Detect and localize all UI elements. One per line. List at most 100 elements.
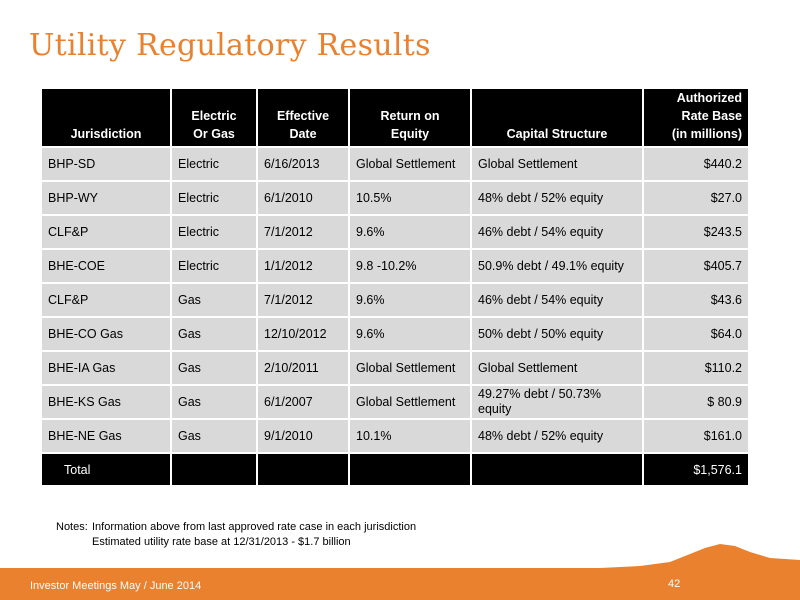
cell-electric-or-gas: Gas bbox=[172, 352, 256, 384]
cell-capital-structure: Global Settlement bbox=[472, 148, 642, 180]
header-rate-base: Authorized Rate Base (in millions) bbox=[644, 89, 748, 146]
cell-capital-structure: 46% debt / 54% equity bbox=[472, 284, 642, 316]
cell-jurisdiction: BHP-WY bbox=[42, 182, 170, 214]
cell-capital-structure: 50.9% debt / 49.1% equity bbox=[472, 250, 642, 282]
notes: Notes: Information above from last approv… bbox=[56, 520, 416, 550]
header-return-on-equity: Return on Equity bbox=[350, 89, 470, 146]
footer-bar bbox=[0, 568, 800, 600]
table-row: BHE-NE Gas Gas 9/1/2010 10.1% 48% debt / 52%… bbox=[42, 420, 748, 452]
header-capital-text: Capital Structure bbox=[506, 127, 608, 141]
cell-jurisdiction: BHE-KS Gas bbox=[42, 386, 170, 418]
cell-rate-base: $243.5 bbox=[644, 216, 748, 248]
notes-text-2: Estimated utility rate base at 12/31/201… bbox=[92, 536, 351, 548]
total-rate-base: $1,576.1 bbox=[644, 454, 748, 485]
header-type-line-1: Electric bbox=[191, 109, 237, 123]
cell-effective-date: 6/1/2010 bbox=[258, 182, 348, 214]
table-row: BHE-IA Gas Gas 2/10/2011 Global Settlement G… bbox=[42, 352, 748, 384]
header-capital-structure: Capital Structure bbox=[472, 89, 642, 146]
footer-text: Investor Meetings May / June 2014 bbox=[30, 580, 202, 592]
cell-electric-or-gas: Gas bbox=[172, 284, 256, 316]
cell-rate-base: $161.0 bbox=[644, 420, 748, 452]
header-type-line-2: Or Gas bbox=[193, 127, 235, 141]
cell-rate-base: $440.2 bbox=[644, 148, 748, 180]
cell-jurisdiction: BHE-CO Gas bbox=[42, 318, 170, 350]
cell-return-on-equity: 9.8 -10.2% bbox=[350, 250, 470, 282]
cell-electric-or-gas: Electric bbox=[172, 216, 256, 248]
cell-jurisdiction: BHE-IA Gas bbox=[42, 352, 170, 384]
cell-return-on-equity: Global Settlement bbox=[350, 148, 470, 180]
table-row: BHE-CO Gas Gas 12/10/2012 9.6% 50% debt / 50… bbox=[42, 318, 748, 350]
cell-rate-base: $27.0 bbox=[644, 182, 748, 214]
cell-return-on-equity: Global Settlement bbox=[350, 386, 470, 418]
table-row: CLF&P Electric 7/1/2012 9.6% 46% debt / 54% … bbox=[42, 216, 748, 248]
cell-return-on-equity: 9.6% bbox=[350, 318, 470, 350]
notes-label: Notes: bbox=[56, 521, 88, 533]
header-jurisdiction: Jurisdiction bbox=[42, 89, 170, 146]
cell-electric-or-gas: Electric bbox=[172, 182, 256, 214]
cell-jurisdiction: CLF&P bbox=[42, 216, 170, 248]
table-row: BHE-COE Electric 1/1/2012 9.8 -10.2% 50.9% d… bbox=[42, 250, 748, 282]
cell-effective-date: 6/1/2007 bbox=[258, 386, 348, 418]
cell-jurisdiction: BHE-NE Gas bbox=[42, 420, 170, 452]
total-empty-cell bbox=[258, 454, 348, 485]
total-empty-cell bbox=[172, 454, 256, 485]
cell-effective-date: 1/1/2012 bbox=[258, 250, 348, 282]
cell-effective-date: 12/10/2012 bbox=[258, 318, 348, 350]
cell-electric-or-gas: Gas bbox=[172, 386, 256, 418]
header-rate-base-line-2: Rate Base bbox=[681, 109, 742, 123]
header-electric-or-gas: Electric Or Gas bbox=[172, 89, 256, 146]
header-date-line-1: Effective bbox=[276, 109, 330, 123]
cell-jurisdiction: CLF&P bbox=[42, 284, 170, 316]
cell-electric-or-gas: Electric bbox=[172, 148, 256, 180]
cell-rate-base: $110.2 bbox=[644, 352, 748, 384]
cell-return-on-equity: 9.6% bbox=[350, 216, 470, 248]
notes-line-2: Estimated utility rate base at 12/31/201… bbox=[56, 535, 416, 550]
total-empty-cell bbox=[350, 454, 470, 485]
cell-effective-date: 7/1/2012 bbox=[258, 216, 348, 248]
cell-rate-base: $ 80.9 bbox=[644, 386, 748, 418]
table-body: BHP-SD Electric 6/16/2013 Global Settlement… bbox=[42, 148, 748, 452]
header-roe-line-2: Equity bbox=[390, 127, 430, 141]
cell-return-on-equity: Global Settlement bbox=[350, 352, 470, 384]
header-rate-base-line-1: Authorized bbox=[676, 91, 742, 105]
cell-effective-date: 6/16/2013 bbox=[258, 148, 348, 180]
cell-rate-base: $64.0 bbox=[644, 318, 748, 350]
cell-rate-base: $43.6 bbox=[644, 284, 748, 316]
header-jurisdiction-text: Jurisdiction bbox=[70, 127, 142, 141]
cell-capital-structure: 48% debt / 52% equity bbox=[472, 420, 642, 452]
cell-capital-structure: 48% debt / 52% equity bbox=[472, 182, 642, 214]
header-date-line-2: Date bbox=[289, 127, 317, 141]
total-empty-cell bbox=[472, 454, 642, 485]
cell-electric-or-gas: Gas bbox=[172, 420, 256, 452]
mountain-shape bbox=[600, 544, 800, 570]
cell-capital-structure: 46% debt / 54% equity bbox=[472, 216, 642, 248]
cell-electric-or-gas: Electric bbox=[172, 250, 256, 282]
table-row: BHE-KS Gas Gas 6/1/2007 Global Settlement 49… bbox=[42, 386, 748, 418]
table-row: CLF&P Gas 7/1/2012 9.6% 46% debt / 54% equit… bbox=[42, 284, 748, 316]
cell-rate-base: $405.7 bbox=[644, 250, 748, 282]
header-roe-line-1: Return on bbox=[380, 109, 440, 123]
mountain-graphic bbox=[600, 544, 800, 570]
regulatory-results-table: Jurisdiction Electric Or Gas Effective D… bbox=[40, 87, 750, 487]
cell-jurisdiction: BHP-SD bbox=[42, 148, 170, 180]
cell-return-on-equity: 10.1% bbox=[350, 420, 470, 452]
cell-capital-structure: 49.27% debt / 50.73% equity bbox=[472, 386, 642, 418]
table-row: BHP-SD Electric 6/16/2013 Global Settlement… bbox=[42, 148, 748, 180]
cell-capital-structure: Global Settlement bbox=[472, 352, 642, 384]
header-effective-date: Effective Date bbox=[258, 89, 348, 146]
cell-effective-date: 7/1/2012 bbox=[258, 284, 348, 316]
total-row: Total $1,576.1 bbox=[42, 454, 748, 485]
cell-return-on-equity: 9.6% bbox=[350, 284, 470, 316]
cell-electric-or-gas: Gas bbox=[172, 318, 256, 350]
cell-effective-date: 9/1/2010 bbox=[258, 420, 348, 452]
total-label: Total bbox=[42, 454, 170, 485]
notes-line-1: Notes: Information above from last approv… bbox=[56, 520, 416, 535]
page-title: Utility Regulatory Results bbox=[29, 28, 431, 63]
page-number: 42 bbox=[668, 578, 681, 590]
notes-text-1: Information above from last approved rat… bbox=[92, 521, 417, 533]
table-row: BHP-WY Electric 6/1/2010 10.5% 48% debt / 52… bbox=[42, 182, 748, 214]
cell-capital-structure: 50% debt / 50% equity bbox=[472, 318, 642, 350]
cell-return-on-equity: 10.5% bbox=[350, 182, 470, 214]
header-rate-base-line-3: (in millions) bbox=[671, 127, 742, 141]
cell-jurisdiction: BHE-COE bbox=[42, 250, 170, 282]
